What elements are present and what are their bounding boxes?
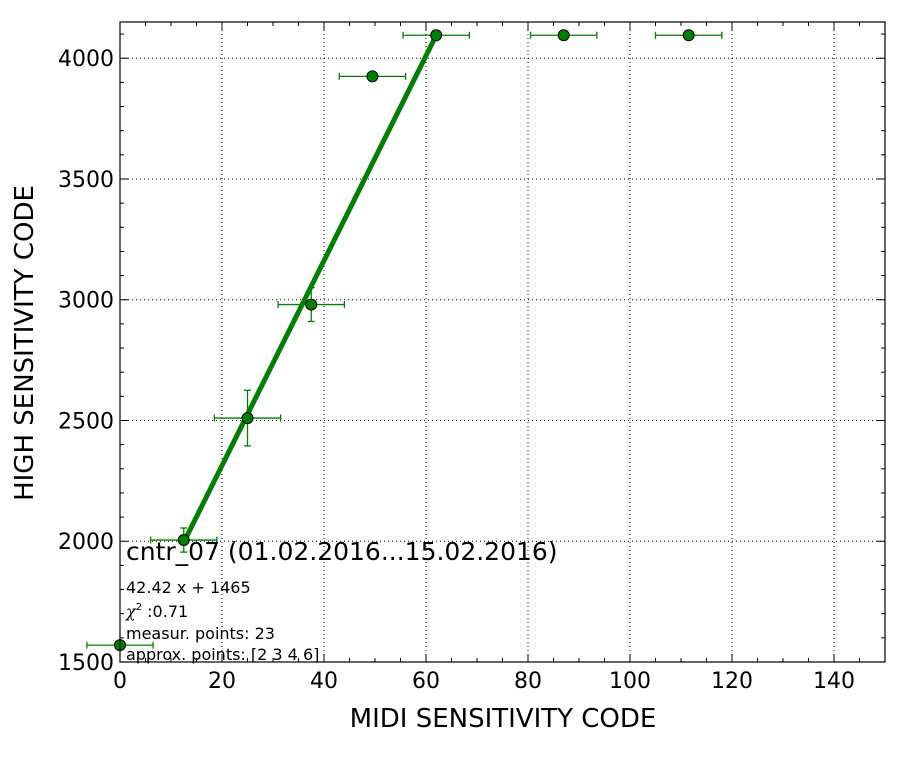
data-marker (557, 29, 570, 42)
y-tick-label: 1500 (58, 651, 114, 676)
annotation-block: cntr_07 (01.02.2016...15.02.2016) 42.42 … (125, 537, 558, 664)
fit-line-layer (181, 34, 439, 544)
y-tick-label: 2000 (58, 530, 114, 555)
x-tick-label: 120 (711, 669, 753, 694)
x-tick-label: 20 (208, 669, 236, 694)
x-tick-label: 0 (113, 669, 127, 694)
annotation-chi2: χ2 :0.71 (125, 602, 188, 621)
x-tick-label: 60 (412, 669, 440, 694)
annotation-approx-points: approx. points: [2 3 4 6] (126, 645, 319, 664)
y-tick-label: 2500 (58, 409, 114, 434)
x-tick-label: 80 (514, 669, 542, 694)
data-marker (177, 534, 190, 547)
data-point (654, 29, 723, 42)
annotation-measur-points: measur. points: 23 (126, 624, 275, 643)
plot-border (119, 21, 886, 663)
x-tick-label: 140 (813, 669, 855, 694)
chi2-value: :0.71 (142, 602, 188, 621)
data-marker (366, 70, 379, 83)
y-tick-label: 3500 (58, 168, 114, 193)
data-point (338, 70, 407, 83)
data-marker (305, 298, 318, 311)
plot-frame (119, 21, 886, 663)
chi2-exponent: 2 (136, 602, 142, 613)
annotation-title: cntr_07 (01.02.2016...15.02.2016) (126, 537, 558, 566)
x-axis-label: MIDI SENSITIVITY CODE (350, 704, 657, 734)
data-point (277, 287, 346, 323)
data-point (529, 29, 598, 42)
data-marker (241, 412, 254, 425)
data-point (402, 29, 471, 42)
data-marker (430, 29, 443, 42)
data-points-layer (86, 29, 723, 652)
y-axis-label: HIGH SENSITIVITY CODE (10, 185, 40, 501)
annotation-equation: 42.42 x + 1465 (126, 578, 251, 597)
y-tick-label: 4000 (58, 47, 114, 72)
data-point (149, 527, 218, 553)
data-point (213, 389, 282, 447)
x-tick-label: 100 (609, 669, 651, 694)
x-tick-label: 40 (310, 669, 338, 694)
chi2-symbol: χ (125, 602, 137, 621)
fit-line (181, 34, 439, 544)
axis-ticks: 0 20 40 60 80 100 120 140 1500 2000 2500 3000 3500 40… (58, 22, 886, 694)
y-tick-label: 3000 (58, 289, 114, 314)
data-marker (682, 29, 695, 42)
grid (120, 22, 885, 662)
